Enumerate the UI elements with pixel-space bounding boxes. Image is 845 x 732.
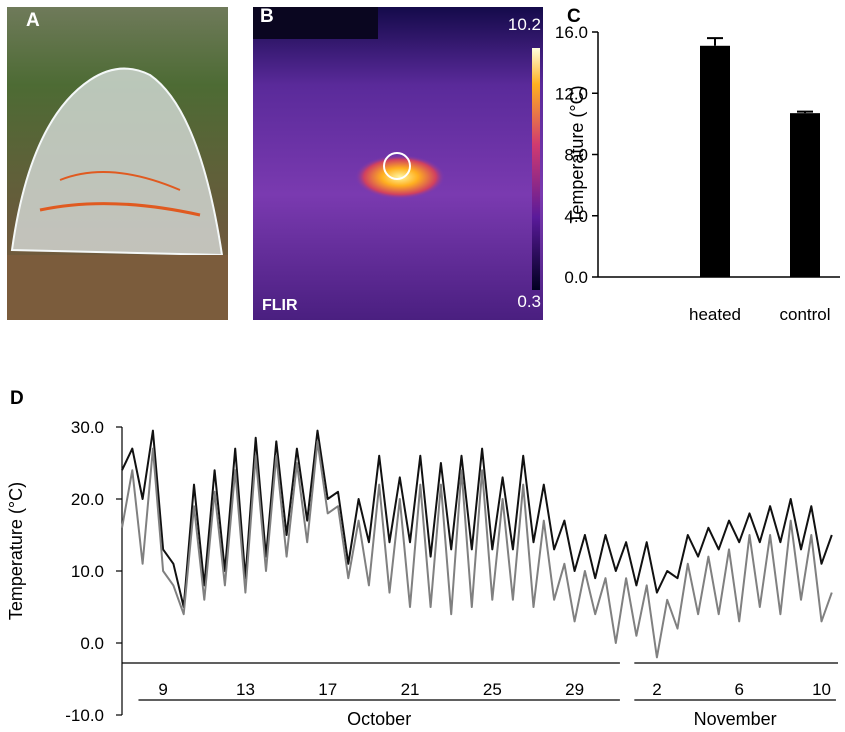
y-tick-label: 4.0 bbox=[564, 207, 588, 226]
x-tick-label: 2 bbox=[652, 680, 661, 699]
x-tick-label: 17 bbox=[318, 680, 337, 699]
panel-label: D bbox=[10, 388, 24, 409]
y-tick-label: 0.0 bbox=[80, 634, 104, 653]
month-label: November bbox=[694, 709, 777, 729]
month-label: October bbox=[347, 709, 411, 729]
thermal-image-b: B 10.2 0.3 FLIR bbox=[253, 6, 543, 320]
x-tick-label: heated bbox=[689, 305, 741, 324]
x-tick-label: 13 bbox=[236, 680, 255, 699]
y-axis-title: Temperature (°C) bbox=[6, 482, 26, 620]
overlay-bar bbox=[253, 7, 378, 39]
colorbar-max: 10.2 bbox=[508, 15, 541, 34]
x-tick-label: 10 bbox=[812, 680, 831, 699]
x-tick-label: 6 bbox=[735, 680, 744, 699]
error-bar bbox=[707, 37, 723, 46]
y-tick-label: 12.0 bbox=[555, 84, 588, 103]
photo-a: A bbox=[7, 7, 228, 320]
heating-cable bbox=[59, 171, 181, 191]
colorbar bbox=[532, 48, 540, 290]
panel-label: B bbox=[260, 6, 274, 27]
y-tick-label: 20.0 bbox=[71, 490, 104, 509]
soil bbox=[7, 255, 228, 320]
panel-label: C bbox=[567, 6, 581, 27]
series-line bbox=[121, 440, 833, 659]
y-tick-label: 0.0 bbox=[564, 268, 588, 287]
heating-cable bbox=[39, 202, 201, 217]
error-bar bbox=[797, 110, 813, 114]
y-tick-label: 16.0 bbox=[555, 23, 588, 42]
y-tick-label: 30.0 bbox=[71, 418, 104, 437]
y-axis-title: Temperature (°C) bbox=[567, 85, 587, 223]
colorbar-min: 0.3 bbox=[517, 292, 541, 311]
bar bbox=[790, 113, 820, 277]
x-tick-label: control bbox=[779, 305, 830, 324]
hot-spot bbox=[355, 155, 445, 199]
x-tick-label: 25 bbox=[483, 680, 502, 699]
x-tick-label: 29 bbox=[565, 680, 584, 699]
crosshair bbox=[383, 152, 411, 180]
y-tick-label: 8.0 bbox=[564, 146, 588, 165]
y-tick-label: -10.0 bbox=[65, 706, 104, 725]
brand-logo: FLIR bbox=[262, 297, 298, 314]
x-tick-label: 9 bbox=[158, 680, 167, 699]
bar bbox=[700, 45, 730, 277]
x-tick-label: 21 bbox=[401, 680, 420, 699]
series-line bbox=[121, 429, 833, 608]
y-tick-label: 10.0 bbox=[71, 562, 104, 581]
panel-label: A bbox=[26, 10, 40, 31]
